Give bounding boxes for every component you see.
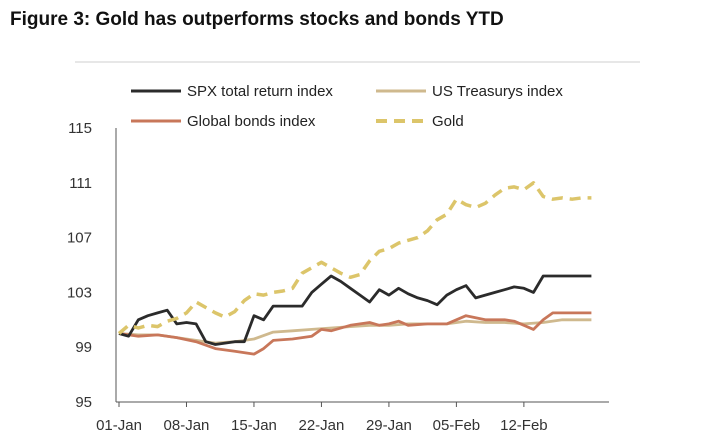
y-tick-label: 115 <box>68 120 92 137</box>
x-tick-labels: 01-Jan 08-Jan 15-Jan 22-Jan 29-Jan 05-Feb 12-F… <box>96 402 548 434</box>
x-tick-label: 08-Jan <box>164 417 210 434</box>
legend-label-spx-total-return-index: SPX total return index <box>187 83 333 100</box>
y-tick-label: 111 <box>69 175 92 192</box>
x-tick-label: 01-Jan <box>96 417 142 434</box>
chart-title: Figure 3: Gold has outperforms stocks an… <box>10 9 504 30</box>
series-lines <box>117 181 592 356</box>
x-tick-label: 15-Jan <box>231 417 277 434</box>
series-line-gold <box>117 181 592 335</box>
y-tick-label: 107 <box>67 230 92 247</box>
x-tick-label: 22-Jan <box>299 417 345 434</box>
y-tick-label: 103 <box>67 284 92 301</box>
series-line-spx-total-return-index <box>118 274 592 346</box>
legend-label-global-bonds-index: Global bonds index <box>187 113 316 130</box>
x-tick-label: 29-Jan <box>366 417 412 434</box>
legend-label-us-treasurys-index: US Treasurys index <box>432 83 563 100</box>
y-tick-labels: 95 99 103 107 111 115 <box>67 120 92 411</box>
legend: SPX total return index US Treasurys index… <box>131 83 563 130</box>
y-tick-label: 95 <box>75 394 92 411</box>
x-tick-label: 12-Feb <box>500 417 548 434</box>
x-tick-label: 05-Feb <box>433 417 481 434</box>
series-line-global-bonds-index <box>118 311 592 356</box>
y-tick-label: 99 <box>75 339 92 356</box>
legend-label-gold: Gold <box>432 113 464 130</box>
